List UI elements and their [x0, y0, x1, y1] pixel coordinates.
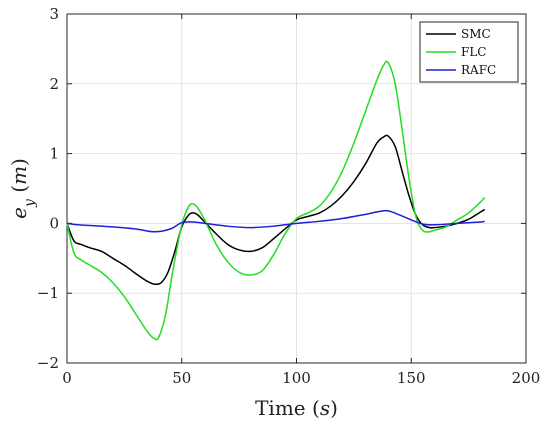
x-tick-label: 0 [62, 369, 72, 387]
series-line-flc [66, 60, 486, 341]
y-tick-label: 1 [49, 145, 59, 163]
tick-marks [66, 13, 527, 364]
y-tick-label: 3 [49, 5, 59, 23]
x-axis-label-unit: s [320, 396, 330, 420]
y-tick-label: −1 [37, 284, 59, 302]
legend-label: SMC [461, 27, 491, 41]
x-axis-label: Time (s) [255, 396, 338, 420]
y-axis-label: ey (m) [7, 158, 38, 219]
y-axis-label-sub: y [22, 198, 38, 208]
x-tick-label: 100 [282, 369, 311, 387]
legend-label: FLC [461, 45, 486, 59]
y-tick-label: −2 [37, 354, 59, 372]
legend-label: RAFC [461, 63, 496, 77]
series-line-smc [66, 134, 486, 286]
y-axis-label-main: e [7, 207, 31, 219]
x-tick-label: 200 [512, 369, 541, 387]
x-tick-label: 150 [397, 369, 426, 387]
y-axis-label-unit: m [7, 166, 31, 185]
x-tick-label: 50 [172, 369, 191, 387]
series-line-rafc [66, 209, 485, 233]
x-axis-label-main: Time [255, 396, 306, 420]
y-tick-label: 0 [49, 214, 59, 232]
legend: SMC FLC RAFC [419, 21, 519, 83]
tick-labels: 0 50 100 150 200 −2 −1 0 1 2 3 [37, 5, 540, 387]
y-tick-label: 2 [49, 75, 59, 93]
series-lines [66, 60, 486, 341]
